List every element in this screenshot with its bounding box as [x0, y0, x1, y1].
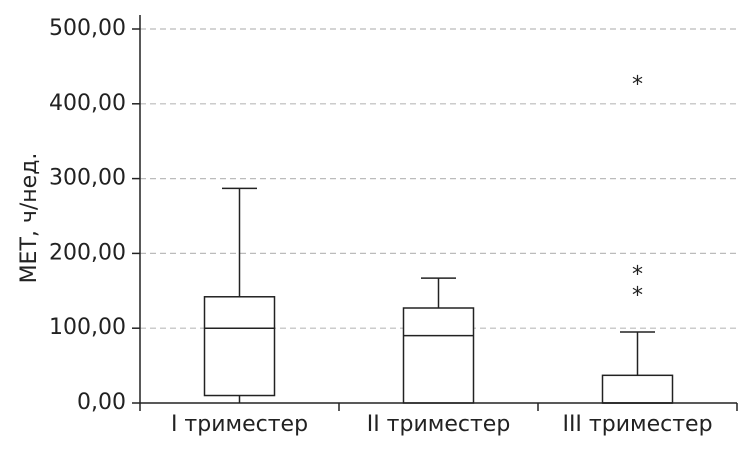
y-tick-label: 100,00 [49, 315, 126, 340]
axes: 0,00 100,00 200,00 300,00 400,00 500,00 I трим… [49, 15, 738, 437]
y-tick-label: 300,00 [49, 166, 126, 191]
outlier-marker: * [632, 263, 643, 288]
y-tick-label: 200,00 [49, 240, 126, 265]
box-rect [402, 307, 475, 404]
outlier-marker: * [632, 284, 643, 309]
y-tick-label: 500,00 [49, 16, 126, 41]
x-category-label: II триместер [367, 412, 511, 437]
x-category-label: I триместер [171, 412, 308, 437]
box-rect [601, 374, 674, 404]
y-axis-title: МЕТ, ч/нед. [17, 153, 42, 284]
x-category-label: III триместер [562, 412, 712, 437]
y-tick-label: 0,00 [77, 390, 126, 415]
box-2 [402, 277, 475, 404]
y-tick-label: 400,00 [49, 91, 126, 116]
boxes-layer: *** [203, 73, 674, 404]
outlier-marker: * [632, 73, 643, 98]
box-rect [203, 296, 276, 397]
box-1 [203, 187, 276, 403]
box-3: *** [601, 73, 674, 404]
